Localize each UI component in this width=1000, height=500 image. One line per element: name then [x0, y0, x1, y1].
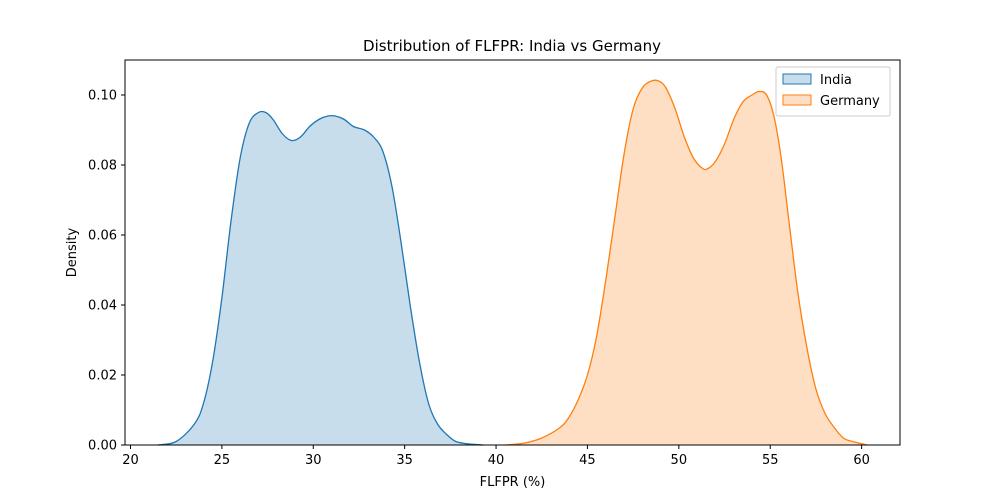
chart-title: Distribution of FLFPR: India vs Germany: [363, 37, 661, 55]
x-tick-label: 60: [853, 453, 870, 468]
series-line-india: [157, 110, 484, 446]
legend-label-germany: Germany: [820, 94, 880, 109]
x-tick-label: 20: [122, 453, 139, 468]
y-tick-label: 0.04: [88, 299, 117, 314]
x-tick-label: 30: [305, 453, 322, 468]
x-tick-label: 40: [488, 453, 505, 468]
x-tick-label: 35: [396, 453, 413, 468]
x-axis-ticks: 20 25 30 35 40 45 50 55 60: [122, 445, 870, 468]
x-tick-label: 55: [762, 453, 779, 468]
y-axis-label: Density: [65, 227, 80, 277]
legend-label-india: India: [820, 73, 852, 88]
y-tick-label: 0.08: [88, 159, 117, 174]
legend-swatch-india: [782, 73, 812, 85]
legend-swatch-germany: [782, 94, 812, 106]
legend-box: [775, 66, 891, 117]
x-axis-label: FLFPR (%): [480, 475, 546, 490]
plot-frame: [124, 59, 901, 446]
legend: India Germany: [775, 66, 891, 117]
x-tick-label: 45: [579, 453, 596, 468]
y-axis-ticks: 0.00 0.02 0.04 0.06 0.08 0.10: [88, 89, 125, 454]
legend-items: India Germany: [782, 73, 880, 109]
series-line-germany: [505, 79, 868, 446]
y-tick-label: 0.10: [88, 89, 117, 104]
y-tick-label: 0.02: [88, 369, 117, 384]
series-area-india: [157, 111, 484, 445]
x-tick-label: 25: [214, 453, 231, 468]
y-tick-label: 0.06: [88, 229, 117, 244]
x-tick-label: 50: [671, 453, 688, 468]
y-tick-label: 0.00: [88, 439, 117, 454]
series-area-germany: [505, 80, 868, 445]
series-layer: [157, 79, 868, 446]
